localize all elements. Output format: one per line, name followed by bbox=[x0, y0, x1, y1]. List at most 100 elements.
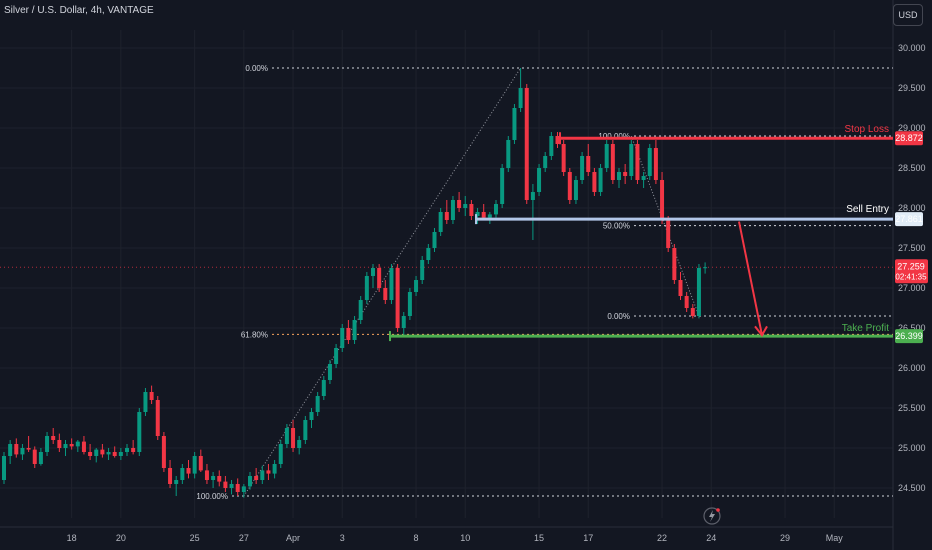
candle-body bbox=[284, 428, 289, 444]
candle-body bbox=[248, 476, 252, 487]
candle-body bbox=[524, 88, 529, 200]
candle-body bbox=[383, 288, 388, 300]
candle-body bbox=[555, 136, 560, 144]
candle-body bbox=[450, 200, 455, 220]
candle-body bbox=[481, 212, 486, 218]
candle-body bbox=[463, 204, 468, 208]
candle-body bbox=[604, 144, 609, 168]
candle-body bbox=[75, 441, 80, 447]
sell-entry-price-tag: 27.861 bbox=[895, 214, 923, 224]
fib-lower-trend bbox=[243, 67, 522, 497]
candle-body bbox=[235, 484, 240, 492]
candle-body bbox=[549, 136, 554, 156]
currency-button[interactable]: USD bbox=[893, 4, 923, 26]
candle-body bbox=[543, 156, 548, 168]
candle-body bbox=[598, 168, 603, 192]
candle-body bbox=[254, 476, 259, 480]
x-tick-label: 22 bbox=[657, 533, 667, 543]
candle-body bbox=[143, 392, 148, 412]
candle-body bbox=[180, 468, 185, 480]
chart-title: Silver / U.S. Dollar, 4h, VANTAGE bbox=[4, 5, 154, 16]
take-profit-price-tag: 26.399 bbox=[895, 331, 923, 341]
stop-loss-label: Stop Loss bbox=[845, 124, 889, 135]
stop-loss-price-tag-bg bbox=[895, 131, 923, 146]
candle-body bbox=[580, 156, 585, 180]
candle-body bbox=[346, 328, 351, 340]
candle-body bbox=[63, 444, 68, 448]
candle-body bbox=[266, 470, 271, 474]
candle-body bbox=[45, 436, 50, 452]
take-profit-price-tag-bg bbox=[895, 329, 923, 344]
candle-body bbox=[475, 212, 480, 216]
x-tick-label: 17 bbox=[583, 533, 593, 543]
x-tick-label: 24 bbox=[706, 533, 716, 543]
y-tick-label: 28.500 bbox=[898, 163, 926, 173]
candle-body bbox=[327, 364, 332, 380]
candle-body bbox=[321, 380, 326, 396]
candle-body bbox=[500, 168, 505, 204]
x-tick-label: Apr bbox=[286, 533, 300, 543]
candle-body bbox=[414, 280, 419, 292]
candle-body bbox=[106, 452, 111, 455]
candle-body bbox=[364, 276, 369, 300]
candle-body bbox=[94, 449, 99, 456]
y-tick-label: 26.000 bbox=[898, 363, 926, 373]
candle-body bbox=[401, 316, 406, 328]
candle-body bbox=[530, 192, 535, 200]
candle-body bbox=[703, 267, 708, 269]
candle-body bbox=[487, 214, 492, 218]
candle-body bbox=[168, 468, 173, 484]
take-profit-label: Take Profit bbox=[842, 323, 889, 334]
candle-body bbox=[118, 452, 123, 456]
candle-body bbox=[641, 176, 646, 180]
candle-body bbox=[537, 168, 542, 192]
candle-body bbox=[26, 448, 31, 450]
x-tick-label: 10 bbox=[460, 533, 470, 543]
candle-body bbox=[125, 448, 129, 452]
candle-body bbox=[660, 180, 665, 220]
candle-body bbox=[14, 444, 19, 455]
sell-entry-label: Sell Entry bbox=[846, 204, 889, 215]
projection-arrow-line bbox=[738, 221, 763, 336]
candle-body bbox=[51, 436, 56, 440]
candle-body bbox=[438, 212, 443, 232]
candle-body bbox=[352, 320, 357, 340]
candle-body bbox=[358, 300, 363, 320]
candle-body bbox=[573, 180, 578, 200]
candle-body bbox=[334, 348, 339, 364]
candle-body bbox=[229, 484, 234, 488]
candle-body bbox=[635, 144, 640, 180]
last-price-tag-bg bbox=[895, 259, 928, 284]
candle-body bbox=[561, 144, 566, 172]
candle-body bbox=[395, 268, 400, 328]
y-tick-label: 28.000 bbox=[898, 203, 926, 213]
candle-body bbox=[629, 144, 634, 176]
candle-body bbox=[567, 172, 572, 200]
y-tick-label: 30.000 bbox=[898, 43, 926, 53]
candle-body bbox=[506, 140, 511, 168]
candle-body bbox=[592, 172, 597, 192]
stop-loss-price-tag: 28.872 bbox=[895, 133, 923, 143]
candle-body bbox=[444, 212, 449, 220]
sell-entry-price-tag-bg bbox=[895, 212, 923, 227]
candle-body bbox=[149, 392, 154, 400]
y-tick-label: 26.500 bbox=[898, 323, 926, 333]
x-tick-label: 20 bbox=[116, 533, 126, 543]
candle-body bbox=[377, 268, 382, 288]
candle-body bbox=[684, 296, 689, 308]
candle-body bbox=[610, 144, 615, 180]
fib-upper-label: 50.00% bbox=[603, 222, 630, 231]
x-tick-label: 15 bbox=[534, 533, 544, 543]
candle-body bbox=[131, 448, 136, 452]
candle-body bbox=[278, 444, 283, 464]
candle-body bbox=[291, 428, 296, 448]
candle-body bbox=[512, 108, 517, 140]
candle-body bbox=[8, 444, 13, 456]
candle-body bbox=[186, 468, 191, 474]
lightning-icon-bolt bbox=[709, 510, 715, 522]
candle-body bbox=[174, 480, 179, 484]
candle-body bbox=[137, 412, 142, 452]
candle-body bbox=[223, 481, 228, 488]
